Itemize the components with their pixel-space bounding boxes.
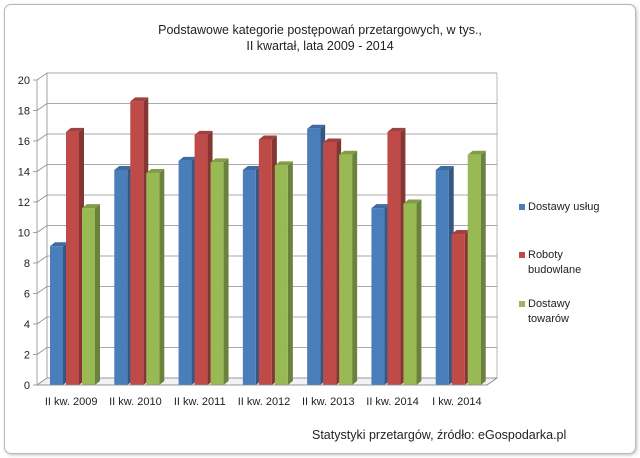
y-tick-label: 4 bbox=[24, 319, 30, 331]
bar-roboty-budowlane bbox=[66, 131, 79, 385]
y-tick-label: 18 bbox=[18, 106, 30, 118]
bar-top-roboty-budowlane bbox=[387, 127, 406, 132]
bar-dostawy-towar-w bbox=[403, 203, 417, 385]
y-tick-label: 2 bbox=[24, 350, 30, 362]
chart-title-line-2: II kwartał, lata 2009 - 2014 bbox=[246, 39, 394, 53]
bar-top-dostawy-us-ug bbox=[50, 242, 68, 247]
bar-roboty-budowlane bbox=[323, 142, 337, 385]
x-tick-label: II kw. 2009 bbox=[45, 396, 98, 408]
bar-top-roboty-budowlane bbox=[258, 135, 277, 140]
bar-top-dostawy-towar-w bbox=[82, 204, 100, 209]
x-tick-label: II kw. 2010 bbox=[109, 396, 162, 408]
y-tick-label: 6 bbox=[24, 289, 30, 301]
bar-top-dostawy-us-ug bbox=[371, 204, 390, 209]
bar-dostawy-us-ug bbox=[435, 169, 449, 385]
bar-dostawy-towar-w bbox=[82, 208, 95, 385]
y-tick-label: 20 bbox=[18, 75, 30, 87]
legend-label-dostawy-uslug: Dostawy usług bbox=[528, 201, 600, 213]
y-tick-label: 14 bbox=[18, 167, 30, 179]
bar-top-dostawy-towar-w bbox=[467, 150, 486, 155]
legend-item-dostawy-uslug: Dostawy usług bbox=[519, 200, 600, 215]
legend-label-roboty-budowlane: Roboty budowlane bbox=[528, 249, 582, 276]
bar-top-dostawy-us-ug bbox=[178, 156, 197, 161]
y-tick-label: 10 bbox=[18, 228, 30, 240]
floor-right-edge bbox=[486, 377, 498, 386]
legend-swatch-dostawy-towarow bbox=[519, 301, 525, 307]
bar-side-dostawy-towar-w bbox=[159, 169, 165, 385]
bar-roboty-budowlane bbox=[194, 134, 208, 385]
x-tick-label: I kw. 2014 bbox=[432, 396, 482, 408]
y-tick-label: 16 bbox=[18, 136, 30, 148]
source-note: Statystyki przetargów, źródło: eGospodar… bbox=[312, 428, 567, 442]
bar-top-roboty-budowlane bbox=[194, 130, 213, 135]
bar-side-dostawy-towar-w bbox=[95, 204, 100, 385]
bar-dostawy-us-ug bbox=[50, 246, 63, 385]
bar-side-dostawy-towar-w bbox=[480, 150, 486, 385]
bar-top-dostawy-towar-w bbox=[339, 150, 358, 155]
bar-roboty-budowlane bbox=[387, 131, 401, 385]
bar-dostawy-towar-w bbox=[146, 173, 160, 385]
bar-top-roboty-budowlane bbox=[66, 127, 84, 132]
legend-swatch-dostawy-uslug bbox=[519, 204, 525, 210]
bar-top-roboty-budowlane bbox=[130, 97, 149, 102]
bar-roboty-budowlane bbox=[130, 101, 144, 385]
y-tick-label: 0 bbox=[24, 380, 30, 392]
y-tick-label: 8 bbox=[24, 258, 30, 270]
legend-swatch-roboty-budowlane bbox=[519, 252, 525, 258]
bar-dostawy-us-ug bbox=[307, 128, 321, 386]
legend-item-dostawy-towarow: Dostawy towarów bbox=[519, 297, 590, 327]
bar-dostawy-towar-w bbox=[274, 165, 288, 385]
x-tick-label: II kw. 2012 bbox=[238, 396, 291, 408]
chart-title-line-1: Podstawowe kategorie postępowań przetarg… bbox=[158, 23, 482, 37]
bar-side-dostawy-towar-w bbox=[223, 158, 229, 385]
bar-dostawy-us-ug bbox=[242, 169, 256, 385]
legend-item-roboty-budowlane: Roboty budowlane bbox=[519, 248, 594, 278]
y-tick-label: 12 bbox=[18, 197, 30, 209]
bar-dostawy-us-ug bbox=[178, 160, 192, 385]
bar-side-dostawy-towar-w bbox=[416, 199, 422, 385]
bar-side-dostawy-towar-w bbox=[352, 150, 358, 385]
x-tick-label: II kw. 2011 bbox=[174, 396, 226, 408]
bar-top-dostawy-us-ug bbox=[307, 124, 326, 129]
bar-top-dostawy-towar-w bbox=[210, 158, 229, 163]
bar-dostawy-us-ug bbox=[114, 169, 128, 385]
bar-dostawy-towar-w bbox=[339, 154, 353, 385]
bar-top-dostawy-towar-w bbox=[403, 199, 422, 204]
x-tick-label: II kw. 2014 bbox=[366, 396, 419, 408]
bar-dostawy-towar-w bbox=[210, 162, 224, 385]
bar-top-dostawy-us-ug bbox=[435, 165, 454, 170]
bar-top-dostawy-towar-w bbox=[274, 161, 293, 166]
legend-label-dostawy-towarow: Dostawy towarów bbox=[528, 298, 571, 325]
bar-roboty-budowlane bbox=[258, 139, 272, 385]
bar-dostawy-us-ug bbox=[371, 208, 385, 385]
bar-top-roboty-budowlane bbox=[451, 230, 470, 235]
bar-top-roboty-budowlane bbox=[323, 138, 342, 143]
bar-roboty-budowlane bbox=[451, 234, 465, 385]
bar-dostawy-towar-w bbox=[467, 154, 481, 385]
bar-side-dostawy-towar-w bbox=[287, 161, 293, 385]
x-tick-label: II kw. 2013 bbox=[302, 396, 355, 408]
bar-top-dostawy-towar-w bbox=[146, 169, 165, 174]
chart-title: Podstawowe kategorie postępowań przetarg… bbox=[0, 22, 640, 54]
bar-top-dostawy-us-ug bbox=[114, 165, 133, 170]
bar-top-dostawy-us-ug bbox=[242, 165, 261, 170]
